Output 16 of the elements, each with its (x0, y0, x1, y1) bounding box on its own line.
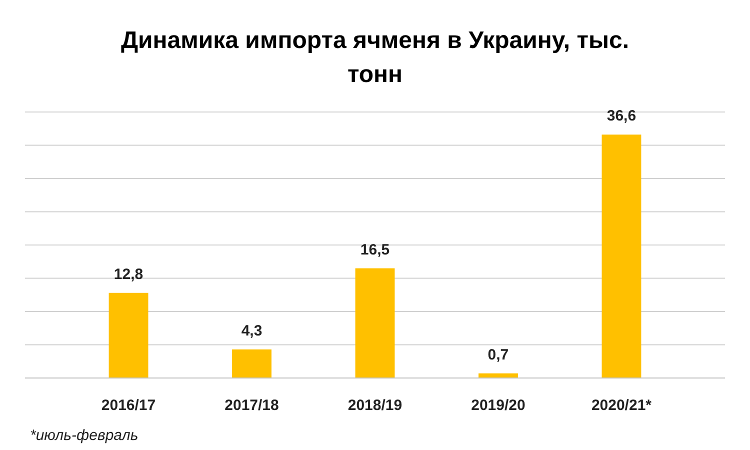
text: *июль-февраль (30, 427, 138, 444)
bar (602, 134, 642, 378)
x-tick-label: 2019/20 (471, 397, 526, 414)
bar (232, 349, 272, 378)
bar (355, 268, 395, 378)
x-tick-label: 2020/21* (591, 397, 652, 414)
x-tick-label: 2017/18 (224, 397, 279, 414)
data-label: 36,6 (606, 108, 636, 125)
x-tick-label: 2018/19 (348, 397, 402, 414)
data-label: 4,3 (241, 322, 262, 340)
data-label: 0,7 (488, 346, 509, 364)
x-tick-label: 2016/17 (101, 397, 156, 414)
data-label: 16,5 (360, 241, 390, 258)
chart-title: Динамика импорта ячменя в Украину, тыс. тонн (120, 27, 630, 88)
data-label: 12,8 (114, 266, 144, 283)
bar (108, 292, 148, 378)
